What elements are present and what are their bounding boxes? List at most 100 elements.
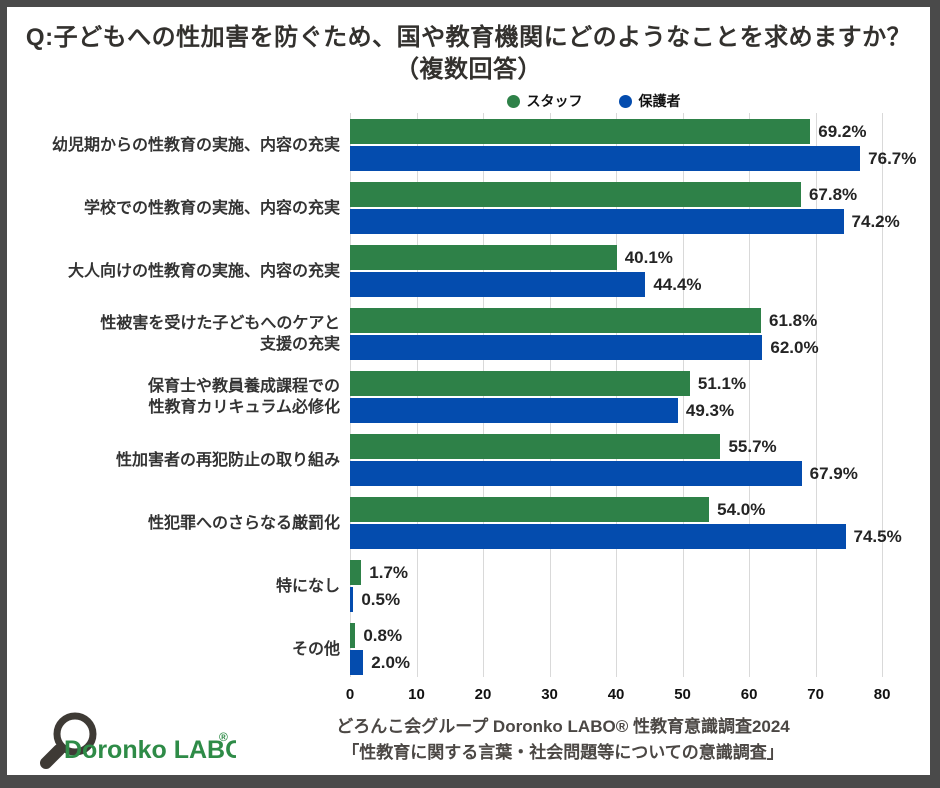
- doronko-labo-logo: Doronko LABO ®: [31, 711, 236, 770]
- x-tick-label: 30: [541, 686, 558, 704]
- bar-保護者: [350, 146, 861, 172]
- bar-保護者: [350, 587, 354, 613]
- value-label: 49.3%: [685, 400, 735, 420]
- bar-group: 61.8% 62.0%: [350, 308, 930, 361]
- bar-保護者: [350, 398, 678, 424]
- value-label: 67.9%: [809, 463, 858, 483]
- category-label: 特になし: [275, 577, 340, 595]
- bar-スタッフ: [350, 497, 710, 523]
- category-label-column: 幼児期からの性教育の実施、内容の充実学校での性教育の実施、内容の充実大人向けの性…: [7, 119, 350, 708]
- bar-line-保護者: 62.0%: [350, 335, 930, 361]
- gridline: [749, 113, 751, 678]
- bar-保護者: [350, 209, 844, 235]
- gridline: [815, 113, 817, 678]
- bar-group: 51.1% 49.3%: [350, 371, 930, 424]
- category-label: 大人向けの性教育の実施、内容の充実: [67, 262, 340, 280]
- bar-line-スタッフ: 1.7%: [350, 560, 930, 586]
- bar-line-保護者: 0.5%: [350, 587, 930, 613]
- legend-dot-icon: [618, 94, 632, 108]
- x-axis: 0 10 20 30 40 50 60 70 80: [346, 686, 930, 708]
- bar-line-保護者: 76.7%: [350, 146, 930, 172]
- bar-line-保護者: 74.5%: [350, 524, 930, 550]
- bar-chart: 幼児期からの性教育の実施、内容の充実学校での性教育の実施、内容の充実大人向けの性…: [7, 113, 930, 708]
- bar-line-保護者: 49.3%: [350, 398, 930, 424]
- x-tick-label: 80: [873, 686, 891, 704]
- x-tick-label: 50: [674, 686, 691, 704]
- bar-保護者: [350, 650, 364, 676]
- category-label: 性犯罪へのさらなる厳罰化: [147, 514, 340, 532]
- bar-group: 55.7% 67.9%: [350, 434, 930, 487]
- bar-line-保護者: 2.0%: [350, 650, 930, 676]
- bar-group: 0.8% 2.0%: [350, 623, 930, 676]
- category-label: 学校での性教育の実施、内容の充実: [83, 199, 340, 217]
- bar-group: 40.1% 44.4%: [350, 245, 930, 298]
- bar-group: 54.0% 74.5%: [350, 497, 930, 550]
- x-tick-label: 20: [474, 686, 492, 704]
- x-tick-label: 40: [607, 686, 625, 704]
- bar-line-スタッフ: 0.8%: [350, 623, 930, 649]
- category-label: 性被害を受けた子どもへのケアと 支援の充実: [100, 314, 340, 354]
- category-label: その他: [291, 640, 340, 658]
- bar-保護者: [350, 524, 846, 550]
- bar-保護者: [350, 272, 646, 298]
- bar-line-スタッフ: 40.1%: [350, 245, 930, 271]
- gridline: [882, 113, 884, 678]
- x-tick-label: 0: [345, 686, 355, 704]
- bar-line-保護者: 44.4%: [350, 272, 930, 298]
- category-label: 性加害者の再犯防止の取り組み: [115, 451, 340, 469]
- legend-dot-icon: [506, 94, 520, 108]
- category-label: 幼児期からの性教育の実施、内容の充実: [51, 136, 340, 154]
- bar-line-保護者: 67.9%: [350, 461, 930, 487]
- svg-text:Doronko LABO: Doronko LABO: [64, 736, 236, 764]
- value-label: 62.0%: [770, 337, 819, 357]
- bar-line-スタッフ: 67.8%: [350, 182, 930, 208]
- chart-title: Q:子どもへの性加害を防ぐため、国や教育機関にどのようなことを求めますか？ （複…: [7, 22, 930, 85]
- bar-スタッフ: [350, 308, 762, 334]
- bar-line-スタッフ: 51.1%: [350, 371, 930, 397]
- x-tick-label: 60: [740, 686, 758, 704]
- value-label: 55.7%: [728, 436, 777, 456]
- value-label: 74.5%: [853, 526, 902, 546]
- chart-title-line2: （複数回答）: [395, 55, 542, 83]
- bar-保護者: [350, 335, 763, 361]
- source-caption: どろんこ会グループ Doronko LABO® 性教育意識調査2024 「性教育…: [236, 714, 930, 767]
- value-label: 51.1%: [697, 373, 747, 393]
- bar-スタッフ: [350, 182, 801, 208]
- chart-legend: スタッフ 保護者: [7, 91, 930, 111]
- magnifier-logo-icon: Doronko LABO ®: [40, 712, 236, 770]
- bar-line-保護者: 74.2%: [350, 209, 930, 235]
- value-label: 40.1%: [624, 247, 673, 267]
- value-label: 0.5%: [361, 589, 401, 609]
- category-label: 保育士や教員養成課程での 性教育カリキュラム必修化: [147, 377, 340, 417]
- value-label: 54.0%: [717, 499, 766, 519]
- source-caption-line2: 「性教育に関する言葉・社会問題等についての意識調査」: [342, 743, 784, 763]
- bar-スタッフ: [350, 371, 690, 397]
- plot-column: 69.2% 76.7% 67.8% 74.2% 40.1% 44.4% 61.8% 62.0%…: [346, 113, 930, 708]
- x-tick-label: 70: [807, 686, 824, 704]
- value-label: 2.0%: [371, 652, 411, 672]
- bar-line-スタッフ: 69.2%: [350, 119, 930, 145]
- chart-title-line1: Q:子どもへの性加害を防ぐため、国や教育機関にどのようなことを求めますか？: [25, 24, 912, 51]
- bar-group: 67.8% 74.2%: [350, 182, 930, 235]
- value-label: 76.7%: [868, 148, 917, 168]
- legend-label: 保護者: [638, 93, 681, 110]
- bar-スタッフ: [350, 560, 362, 586]
- legend-item-スタッフ: スタッフ: [506, 91, 583, 111]
- bar-group: 1.7% 0.5%: [350, 560, 930, 613]
- plot-area: 69.2% 76.7% 67.8% 74.2% 40.1% 44.4% 61.8% 62.0%…: [350, 113, 930, 678]
- value-label: 67.8%: [808, 184, 858, 204]
- svg-text:®: ®: [219, 730, 228, 744]
- value-label: 61.8%: [769, 310, 818, 330]
- x-tick-label: 10: [408, 686, 425, 704]
- bar-line-スタッフ: 55.7%: [350, 434, 930, 460]
- footer: Doronko LABO ® どろんこ会グループ Doronko LABO® 性…: [7, 711, 930, 770]
- bar-line-スタッフ: 54.0%: [350, 497, 930, 523]
- bar-スタッフ: [350, 434, 721, 460]
- bar-スタッフ: [350, 119, 811, 145]
- source-caption-line1: どろんこ会グループ Doronko LABO® 性教育意識調査2024: [336, 717, 790, 736]
- legend-item-保護者: 保護者: [618, 91, 681, 111]
- bar-スタッフ: [350, 245, 617, 271]
- bar-スタッフ: [350, 623, 356, 649]
- bar-line-スタッフ: 61.8%: [350, 308, 930, 334]
- value-label: 69.2%: [818, 121, 867, 141]
